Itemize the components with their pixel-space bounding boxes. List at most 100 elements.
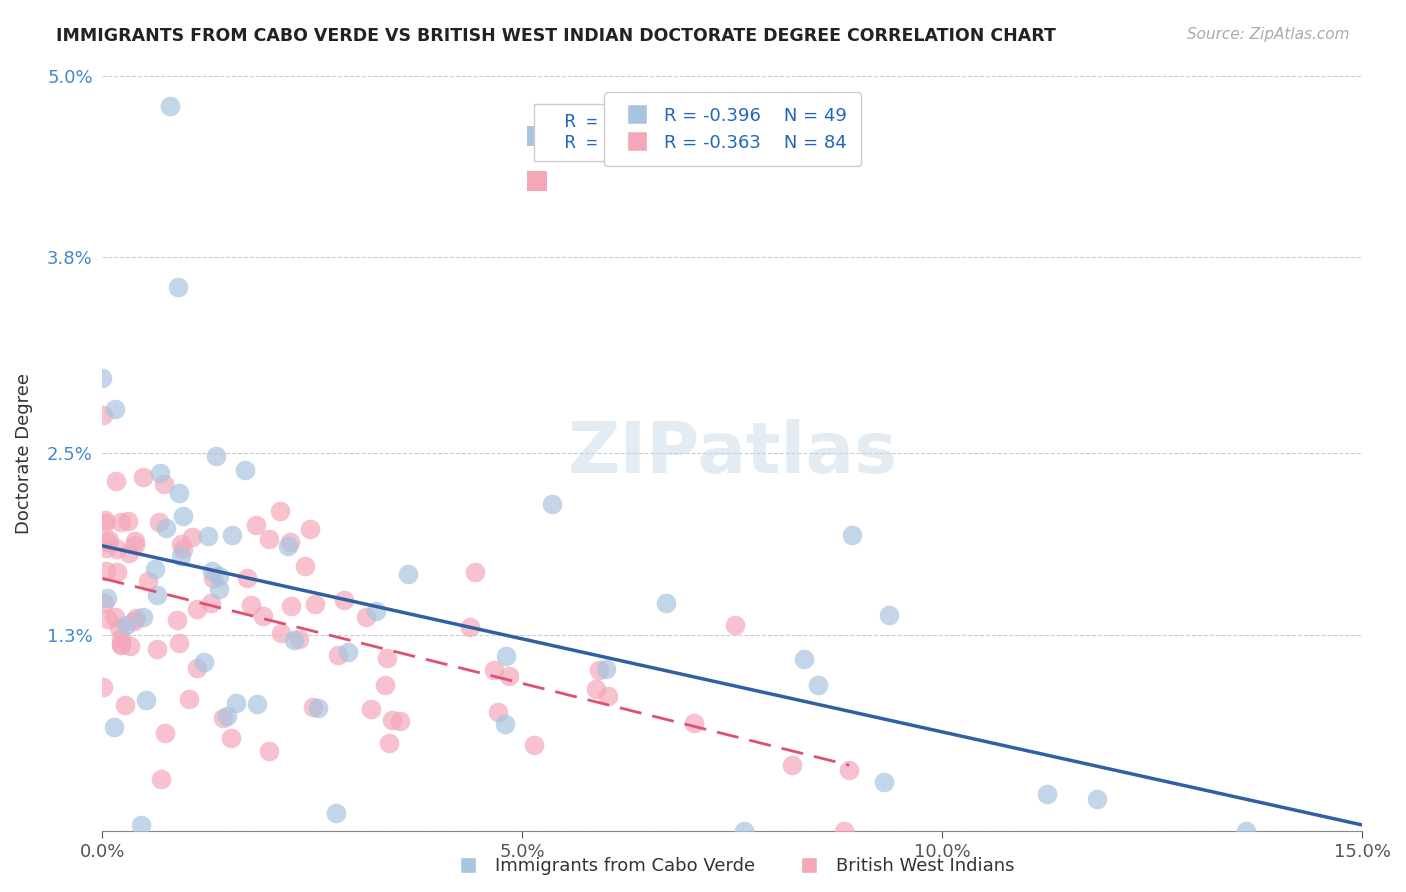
British West Indians [240, 598, 263, 612]
British West Indians [280, 599, 302, 614]
Immigrants from Cabo Verde [1036, 787, 1059, 801]
British West Indians [93, 596, 115, 610]
Text: IMMIGRANTS FROM CABO VERDE VS BRITISH WEST INDIAN DOCTORATE DEGREE CORRELATION C: IMMIGRANTS FROM CABO VERDE VS BRITISH WE… [56, 27, 1056, 45]
British West Indians [464, 566, 486, 580]
British West Indians [257, 532, 280, 546]
British West Indians [110, 637, 132, 651]
Immigrants from Cabo Verde [841, 528, 863, 542]
British West Indians [166, 613, 188, 627]
British West Indians [118, 546, 141, 560]
British West Indians [838, 764, 860, 778]
British West Indians [105, 541, 128, 556]
Immigrants from Cabo Verde [104, 402, 127, 417]
Immigrants from Cabo Verde [91, 370, 114, 384]
British West Indians [269, 504, 291, 518]
British West Indians [124, 614, 146, 628]
Immigrants from Cabo Verde [135, 692, 157, 706]
Immigrants from Cabo Verde [225, 696, 247, 710]
Immigrants from Cabo Verde [495, 648, 517, 663]
British West Indians [245, 518, 267, 533]
British West Indians [114, 698, 136, 712]
Immigrants from Cabo Verde [167, 280, 190, 294]
British West Indians [360, 702, 382, 716]
British West Indians [153, 726, 176, 740]
Immigrants from Cabo Verde [277, 539, 299, 553]
Immigrants from Cabo Verde [200, 564, 222, 578]
British West Indians [378, 736, 401, 750]
Immigrants from Cabo Verde [877, 607, 900, 622]
British West Indians [294, 559, 316, 574]
British West Indians [299, 522, 322, 536]
British West Indians [588, 663, 610, 677]
British West Indians [124, 538, 146, 552]
Immigrants from Cabo Verde [541, 497, 564, 511]
Immigrants from Cabo Verde [494, 717, 516, 731]
British West Indians [150, 772, 173, 786]
British West Indians [91, 681, 114, 695]
British West Indians [596, 689, 619, 703]
British West Indians [200, 596, 222, 610]
British West Indians [683, 716, 706, 731]
British West Indians [326, 648, 349, 662]
British West Indians [108, 621, 131, 635]
British West Indians [181, 530, 204, 544]
Immigrants from Cabo Verde [337, 645, 360, 659]
British West Indians [832, 824, 855, 838]
Immigrants from Cabo Verde [132, 610, 155, 624]
British West Indians [94, 513, 117, 527]
Immigrants from Cabo Verde [193, 655, 215, 669]
Immigrants from Cabo Verde [1085, 792, 1108, 806]
British West Indians [287, 632, 309, 646]
British West Indians [354, 610, 377, 624]
British West Indians [219, 731, 242, 745]
British West Indians [120, 639, 142, 653]
Immigrants from Cabo Verde [159, 99, 181, 113]
British West Indians [186, 602, 208, 616]
British West Indians [235, 571, 257, 585]
Immigrants from Cabo Verde [96, 591, 118, 606]
Immigrants from Cabo Verde [873, 774, 896, 789]
British West Indians [125, 610, 148, 624]
British West Indians [278, 535, 301, 549]
Immigrants from Cabo Verde [155, 521, 177, 535]
Immigrants from Cabo Verde [807, 677, 830, 691]
Immigrants from Cabo Verde [246, 698, 269, 712]
British West Indians [523, 739, 546, 753]
British West Indians [96, 535, 118, 549]
Immigrants from Cabo Verde [143, 561, 166, 575]
Immigrants from Cabo Verde [733, 824, 755, 838]
British West Indians [117, 514, 139, 528]
British West Indians [257, 744, 280, 758]
Immigrants from Cabo Verde [233, 463, 256, 477]
British West Indians [780, 758, 803, 772]
British West Indians [136, 574, 159, 588]
British West Indians [94, 564, 117, 578]
Legend: Immigrants from Cabo Verde, British West Indians: Immigrants from Cabo Verde, British West… [443, 850, 1022, 882]
Immigrants from Cabo Verde [170, 549, 193, 564]
British West Indians [153, 477, 176, 491]
Text: ZIPatlas: ZIPatlas [568, 419, 897, 488]
British West Indians [302, 699, 325, 714]
British West Indians [374, 678, 396, 692]
Immigrants from Cabo Verde [307, 700, 329, 714]
British West Indians [381, 713, 404, 727]
Immigrants from Cabo Verde [205, 449, 228, 463]
Immigrants from Cabo Verde [364, 603, 387, 617]
British West Indians [498, 668, 520, 682]
British West Indians [304, 597, 326, 611]
British West Indians [252, 609, 274, 624]
British West Indians [177, 692, 200, 706]
Immigrants from Cabo Verde [793, 652, 815, 666]
British West Indians [105, 565, 128, 579]
British West Indians [104, 609, 127, 624]
British West Indians [148, 515, 170, 529]
British West Indians [146, 642, 169, 657]
British West Indians [389, 714, 412, 729]
British West Indians [132, 469, 155, 483]
Immigrants from Cabo Verde [396, 567, 419, 582]
British West Indians [110, 515, 132, 529]
British West Indians [124, 533, 146, 548]
British West Indians [167, 636, 190, 650]
Immigrants from Cabo Verde [115, 618, 138, 632]
British West Indians [375, 651, 398, 665]
